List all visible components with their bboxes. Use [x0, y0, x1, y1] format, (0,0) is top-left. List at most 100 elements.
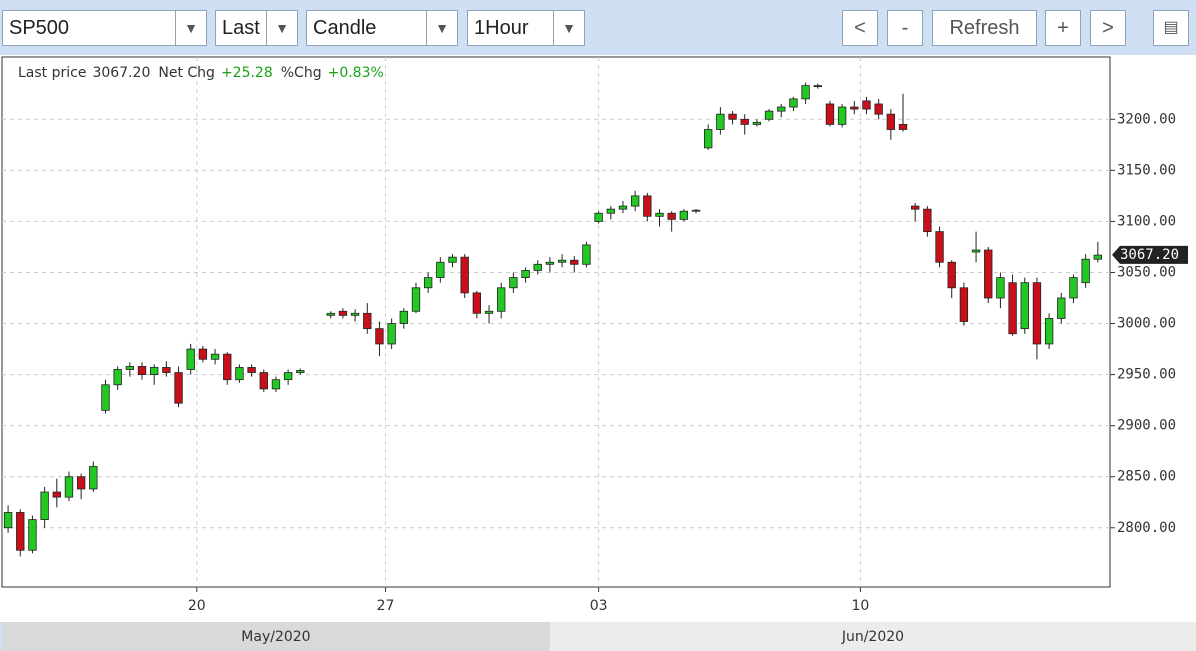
info-label: Last price: [18, 65, 86, 81]
x-tick-label: 03: [590, 598, 608, 614]
info-value: +25.28: [221, 65, 273, 81]
candle-body: [837, 106, 847, 125]
candle-body: [630, 195, 640, 207]
month-band: [2, 622, 550, 651]
candle-body: [643, 195, 652, 217]
zoom-out-button[interactable]: -: [887, 10, 923, 46]
candle-body: [28, 519, 37, 551]
y-tick-label: 3050.00: [1117, 264, 1176, 280]
candle-body: [691, 209, 701, 212]
candle-body: [411, 287, 421, 312]
candle-body: [259, 372, 268, 390]
y-tick-label: 2950.00: [1117, 367, 1176, 383]
menu-button[interactable]: ▤: [1153, 10, 1189, 46]
candle-body: [923, 208, 932, 233]
month-label: May/2020: [241, 629, 310, 645]
candle-body: [150, 367, 159, 375]
candle-body: [40, 491, 49, 521]
info-label: %Chg: [281, 65, 322, 81]
candle-body: [533, 263, 542, 271]
candle-body: [247, 367, 256, 373]
interval: 1Hour: [474, 17, 529, 39]
price-info: Last price 3067.20 Net Chg +25.28 %Chg +0.83%: [18, 65, 384, 81]
style-select[interactable]: Candle ▼: [306, 10, 458, 46]
y-tick-label: 2800.00: [1117, 520, 1176, 536]
candle-body: [984, 249, 993, 299]
last-price-label: 3067.20: [1120, 247, 1179, 263]
candle-body: [387, 323, 396, 345]
refresh-button[interactable]: Refresh: [932, 10, 1037, 46]
prev-button[interactable]: <: [842, 10, 878, 46]
interval-select[interactable]: 1Hour ▼: [467, 10, 585, 46]
candle-body: [399, 310, 408, 324]
candle-body: [363, 312, 372, 330]
candle-body: [789, 98, 798, 108]
next-button[interactable]: >: [1090, 10, 1126, 46]
info-value: +0.83%: [328, 65, 384, 81]
dropdown-arrow: ▼: [426, 11, 457, 45]
candle-body: [497, 287, 506, 312]
candle-body: [3, 512, 13, 529]
candle-body: [947, 261, 956, 289]
candle-body: [1069, 277, 1078, 299]
candle-body: [16, 512, 25, 551]
candle-body: [1008, 282, 1017, 335]
candle-body: [436, 261, 445, 278]
candle-body: [898, 123, 908, 130]
candle-body: [521, 270, 530, 278]
candle-body: [162, 367, 171, 373]
candle-body: [509, 277, 518, 289]
candle-body: [174, 372, 183, 404]
last-price-tag: [1112, 245, 1188, 264]
y-tick-label: 3200.00: [1117, 111, 1176, 127]
x-tick-label: 10: [851, 598, 869, 614]
candle-body: [52, 491, 61, 498]
symbol-select[interactable]: SP500 ▼: [2, 10, 207, 46]
candle-body: [223, 353, 232, 381]
candle-body: [113, 369, 122, 386]
info-label: Net Chg: [158, 65, 215, 81]
chart-background: [0, 55, 1196, 622]
month-band: [549, 622, 1196, 651]
candle-body: [874, 103, 883, 115]
candle-body: [1093, 254, 1102, 260]
candle-body: [679, 210, 689, 220]
month-label: Jun/2020: [841, 629, 904, 645]
dropdown-arrow: ▼: [266, 11, 297, 45]
x-tick-label: 27: [377, 598, 395, 614]
candle-body: [101, 384, 110, 411]
candle-body: [716, 113, 725, 130]
candle-body: [582, 244, 591, 265]
candle-body: [667, 212, 676, 220]
dropdown-arrow: ▼: [553, 11, 584, 45]
zoom-in-button[interactable]: +: [1045, 10, 1081, 46]
candle-body: [655, 212, 664, 217]
candle-body: [472, 292, 482, 314]
candle-body: [850, 106, 859, 110]
candle-body: [210, 353, 220, 360]
field: Last: [222, 17, 260, 39]
candle-body: [557, 259, 567, 263]
candle-body: [764, 110, 774, 120]
candle-body: [235, 367, 244, 381]
y-tick-label: 3150.00: [1117, 162, 1176, 178]
candle-body: [1032, 282, 1042, 345]
candle-body: [704, 129, 713, 149]
candle-body: [186, 348, 195, 370]
candle-body: [1081, 258, 1090, 284]
candle-body: [338, 310, 348, 316]
chart: 2800.00 2850.00 2900.00 2950.00 3000.00 3050.…: [0, 55, 1196, 651]
candle-body: [618, 205, 628, 210]
candle-body: [570, 259, 579, 265]
candle-body: [606, 208, 615, 214]
candle-body: [728, 113, 737, 120]
candle-body: [423, 277, 433, 289]
candle-body: [76, 476, 86, 490]
info-value: 3067.20: [92, 65, 150, 81]
field-select[interactable]: Last ▼: [215, 10, 298, 46]
candle-body: [935, 231, 944, 263]
y-tick-label: 2850.00: [1117, 469, 1176, 485]
candle-body: [594, 212, 603, 222]
candle-body: [1044, 318, 1054, 345]
candle-body: [460, 256, 469, 294]
